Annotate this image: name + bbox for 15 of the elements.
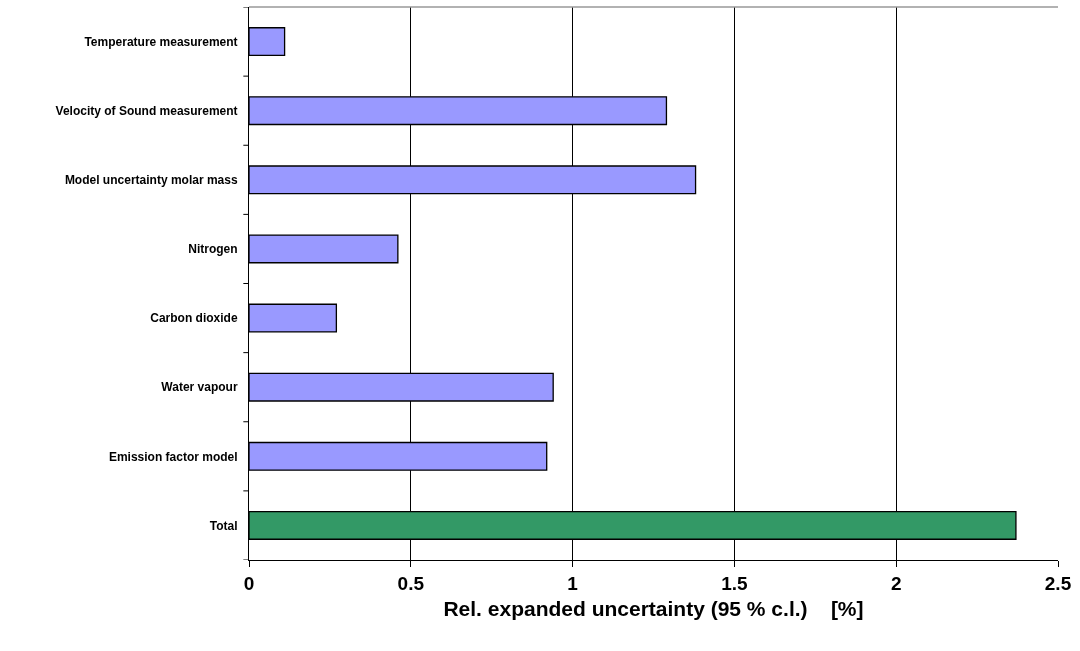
y-tick-label: Nitrogen	[188, 242, 238, 257]
y-tick-label: Total	[209, 518, 238, 533]
x-tick-label: 2.5	[1044, 572, 1072, 594]
y-tick-label: Emission factor model	[108, 449, 238, 464]
x-tick-label: 0.5	[397, 572, 425, 594]
y-tick-label: Water vapour	[161, 380, 238, 395]
y-tick-label: Velocity of Sound measurement	[55, 103, 238, 118]
y-tick-label: Temperature measurement	[84, 34, 238, 49]
x-tick-label: 2	[890, 572, 902, 594]
x-tick-label: 1	[567, 572, 579, 594]
y-tick-label: Carbon dioxide	[150, 311, 238, 326]
x-tick-label: 0	[243, 572, 255, 594]
y-tick-label: Model uncertainty molar mass	[64, 173, 238, 188]
x-tick-label: 1.5	[721, 572, 749, 594]
x-axis-title: Rel. expanded uncertainty (95 % c.l.) [%]	[443, 597, 864, 620]
